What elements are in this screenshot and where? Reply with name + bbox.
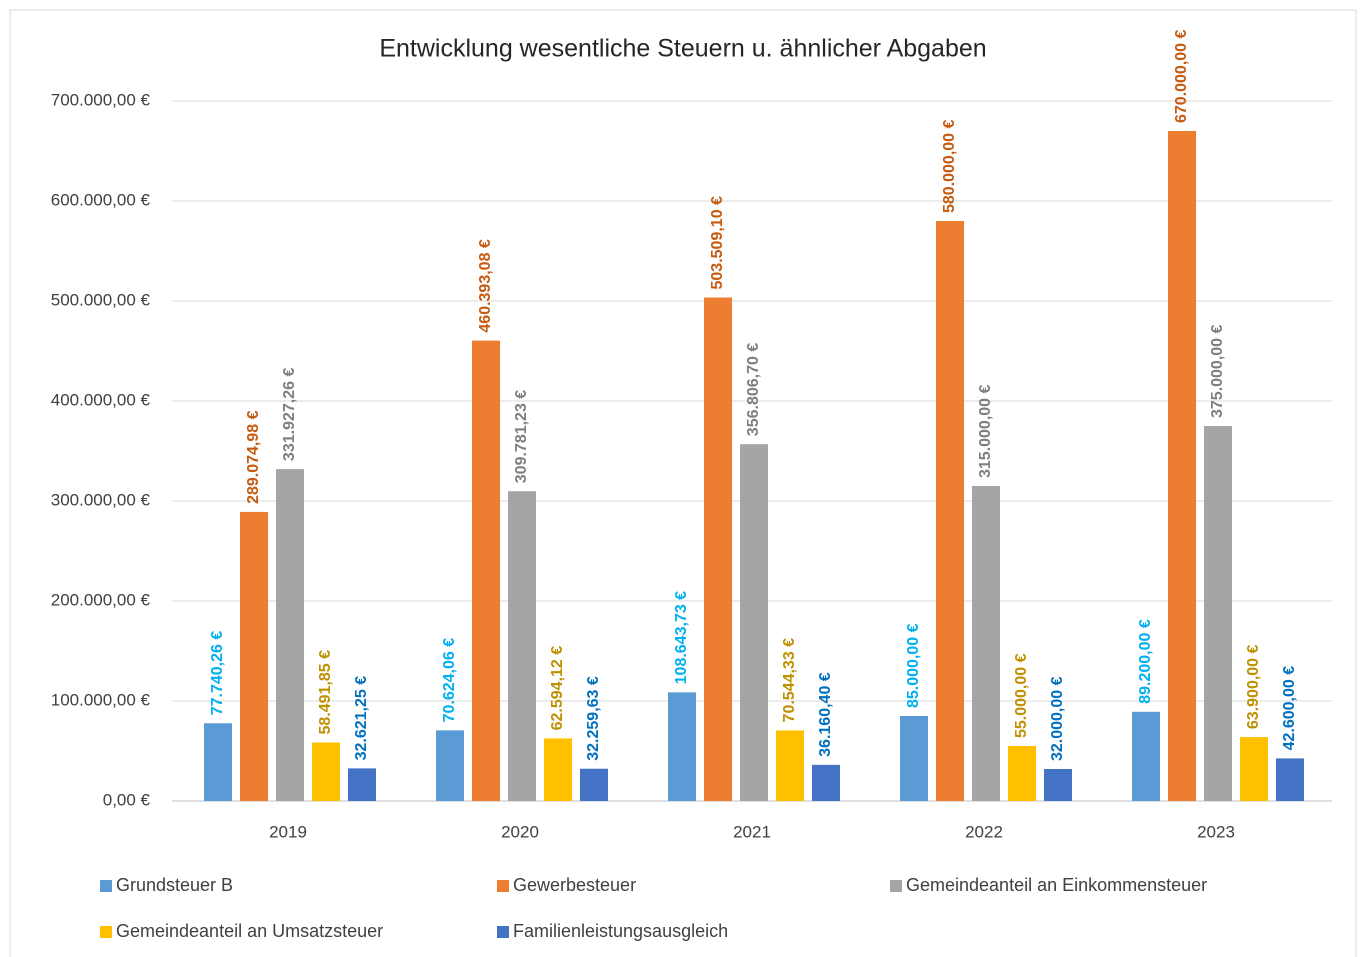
value-label: 356.806,70 € [745, 343, 762, 437]
value-label: 77.740,26 € [209, 631, 226, 716]
x-tick-label: 2022 [965, 822, 1003, 841]
value-label: 63.900,00 € [1245, 644, 1262, 729]
value-label: 503.509,10 € [709, 196, 726, 290]
bar [900, 716, 928, 801]
chart-title: Entwicklung wesentliche Steuern u. ähnli… [379, 35, 986, 63]
value-label: 70.624,06 € [441, 638, 458, 723]
bar [776, 730, 804, 801]
bar [508, 491, 536, 801]
value-label: 580.000,00 € [941, 119, 958, 213]
legend-swatch [497, 880, 509, 892]
value-label: 670.000,00 € [1173, 29, 1190, 123]
bar [1240, 737, 1268, 801]
y-tick-label: 0,00 € [103, 790, 151, 809]
value-label: 62.594,12 € [549, 646, 566, 731]
bar [204, 723, 232, 801]
value-label: 36.160,40 € [817, 672, 834, 757]
legend-label: Grundsteuer B [116, 875, 233, 895]
value-label: 70.544,33 € [781, 638, 798, 723]
x-tick-label: 2020 [501, 822, 539, 841]
bar [276, 469, 304, 801]
x-tick-label: 2021 [733, 822, 771, 841]
bar [812, 764, 840, 801]
x-tick-label: 2019 [269, 822, 307, 841]
y-tick-label: 400.000,00 € [51, 390, 151, 409]
legend-label: Gemeindeanteil an Einkommensteuer [906, 875, 1207, 895]
bar [580, 768, 608, 801]
bar [1044, 769, 1072, 801]
value-label: 331.927,26 € [281, 368, 298, 462]
y-tick-label: 200.000,00 € [51, 590, 151, 609]
bar [1204, 426, 1232, 801]
bar [972, 486, 1000, 801]
bar [1276, 758, 1304, 801]
bar [1132, 711, 1160, 801]
bar [312, 742, 340, 801]
value-label: 309.781,23 € [513, 390, 530, 484]
chart-frame [9, 9, 1357, 957]
value-label: 58.491,85 € [317, 650, 334, 735]
bar [740, 444, 768, 801]
legend-label: Gemeindeanteil an Umsatzsteuer [116, 921, 383, 941]
value-label: 32.621,25 € [353, 676, 370, 761]
y-tick-label: 500.000,00 € [51, 290, 151, 309]
value-label: 89.200,00 € [1137, 619, 1154, 704]
bar [472, 340, 500, 801]
bar [436, 730, 464, 801]
bar [1168, 131, 1196, 801]
value-label: 42.600,00 € [1281, 666, 1298, 751]
bar [936, 221, 964, 801]
y-tick-label: 300.000,00 € [51, 490, 151, 509]
y-tick-label: 700.000,00 € [51, 90, 151, 109]
bar [1008, 746, 1036, 801]
value-label: 32.259,63 € [585, 676, 602, 761]
legend-swatch [100, 926, 112, 938]
bar [704, 297, 732, 801]
legend-swatch [890, 880, 902, 892]
y-tick-label: 600.000,00 € [51, 190, 151, 209]
bar [544, 738, 572, 801]
value-label: 85.000,00 € [905, 623, 922, 708]
value-label: 32.000,00 € [1049, 676, 1066, 761]
bar [348, 768, 376, 801]
value-label: 460.393,08 € [477, 239, 494, 333]
x-tick-label: 2023 [1197, 822, 1235, 841]
y-tick-label: 100.000,00 € [51, 690, 151, 709]
legend-label: Gewerbesteuer [513, 875, 636, 895]
value-label: 375.000,00 € [1209, 324, 1226, 418]
legend-label: Familienleistungsausgleich [513, 921, 728, 941]
value-label: 108.643,73 € [673, 591, 690, 685]
legend-swatch [100, 880, 112, 892]
value-label: 289.074,98 € [245, 410, 262, 504]
value-label: 55.000,00 € [1013, 653, 1030, 738]
legend-swatch [497, 926, 509, 938]
bar [240, 511, 268, 801]
bar [668, 692, 696, 801]
value-label: 315.000,00 € [977, 384, 994, 478]
